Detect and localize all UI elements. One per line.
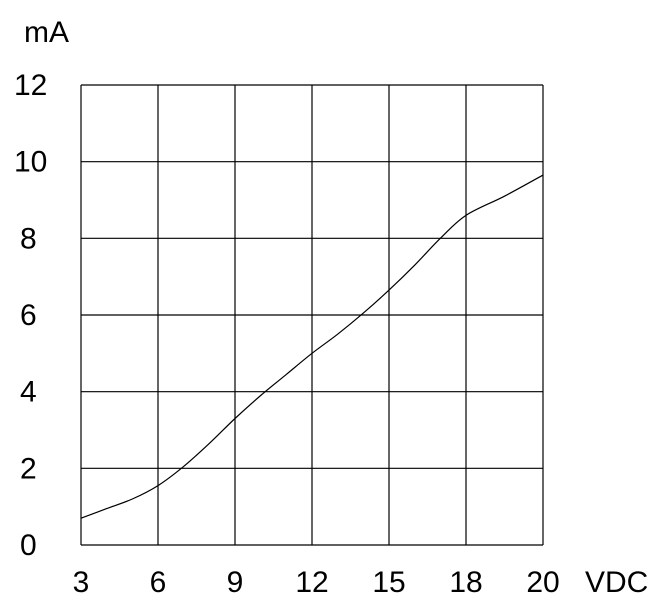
x-tick-label: 9 — [227, 566, 244, 599]
series-line — [80, 174, 544, 519]
x-tick-label: 20 — [526, 566, 559, 599]
x-tick-label: 15 — [372, 566, 405, 599]
y-tick-label: 2 — [20, 452, 37, 485]
y-tick-label: 4 — [20, 376, 37, 409]
y-tick-label: 6 — [20, 299, 37, 332]
x-tick-label: 3 — [73, 566, 90, 599]
y-tick-label: 8 — [20, 222, 37, 255]
series-layer — [80, 174, 544, 519]
x-axis-label: VDC — [585, 566, 648, 599]
y-tick-label: 10 — [14, 146, 47, 179]
y-tick-label: 12 — [14, 69, 47, 102]
x-tick-label: 18 — [449, 566, 482, 599]
y-tick-label: 0 — [20, 529, 37, 562]
x-tick-label: 6 — [150, 566, 167, 599]
x-tick-label: 12 — [295, 566, 328, 599]
grid — [80, 84, 544, 546]
y-tick-labels: 0 2 4 6 8 10 12 — [14, 69, 47, 562]
y-axis-label: mA — [24, 16, 69, 49]
x-tick-labels: 3 6 9 12 15 18 20 — [73, 566, 560, 599]
